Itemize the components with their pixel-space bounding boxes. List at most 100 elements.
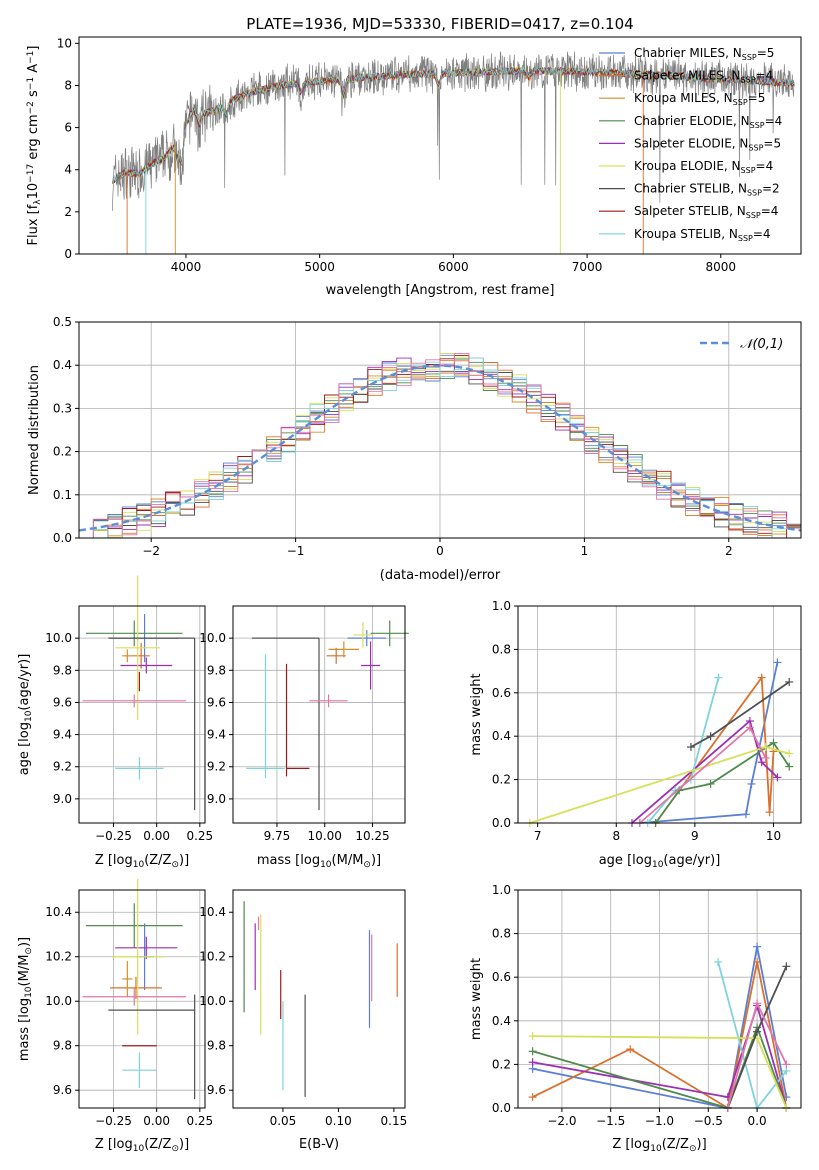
marks-mass-vs-Z	[82, 878, 196, 1100]
y-tick-label: 0.1	[53, 488, 72, 502]
weight-point	[785, 677, 794, 686]
errorbar-point	[85, 620, 183, 647]
x-tick-label: 0.00	[143, 829, 170, 843]
axes-frame-weight-vs-Z: −2.0 −1.5 −1.0 −0.5 0.0 0.0 0.2 0.4 0.6 0.8 1.0	[492, 883, 802, 1128]
errorbar-point	[361, 641, 381, 690]
errorbar-point	[115, 575, 161, 721]
y-axis-label: mass weight	[469, 673, 484, 755]
axes-frame-mass-vs-EBV: 0.05 0.10 0.15 9.6 9.8 10.0 10.2 10.4	[199, 889, 408, 1128]
errorbar-point	[309, 694, 348, 708]
plot-frame	[232, 889, 406, 1109]
x-tick-label: 0.25	[186, 829, 213, 843]
axes-frame-weight-vs-age: 7 8 9 10 0.0 0.2 0.4 0.6 0.8 1.0	[492, 599, 802, 843]
axes-frame-age-vs-mass: 9.75 10.00 10.25 9.0 9.2 9.4 9.6 9.8 10.0	[199, 605, 406, 843]
legend-entry: Chabrier ELODIE, NSSP=4	[634, 114, 782, 130]
weight-point	[528, 1058, 537, 1067]
x-axis-label: age [log10(age/yr)]	[599, 853, 721, 870]
weight-point	[714, 957, 723, 966]
errorbar-point	[82, 694, 187, 708]
x-tick-label: 7	[534, 829, 542, 843]
y-tick-label: 9.4	[207, 728, 226, 742]
weight-point	[769, 738, 778, 747]
weight-point	[757, 673, 766, 682]
axes-frame-residuals: −2 −1 0 1 2 0.0 0.1 0.2 0.3 0.4 0.5	[53, 315, 802, 558]
x-axis-label: (data-model)/error	[380, 568, 501, 583]
legend-entry: Kroupa ELODIE, NSSP=4	[634, 159, 773, 175]
x-axis-label: Z [log10(Z/Z⊙)]	[612, 1137, 706, 1154]
errorbar-point	[108, 994, 196, 1100]
weight-point	[782, 962, 791, 971]
marks-spectrum	[112, 50, 795, 254]
x-tick-label: 2	[725, 544, 733, 558]
errorbar-point	[111, 878, 164, 1035]
plot-frame	[78, 889, 206, 1109]
y-tick-label: 0.5	[53, 315, 72, 329]
plot-frame	[78, 36, 802, 255]
model-spectrum-8	[112, 66, 795, 185]
y-tick-label: 6	[64, 121, 72, 135]
legend-entry: Chabrier MILES, NSSP=5	[634, 46, 774, 62]
plot-frame	[232, 605, 406, 824]
x-tick-label: 0.10	[325, 1114, 352, 1128]
weight-point	[761, 753, 770, 762]
normal-curve	[78, 364, 802, 532]
x-tick-label: 0.15	[381, 1114, 408, 1128]
y-tick-label: 9.8	[207, 1039, 226, 1053]
x-tick-label: 9	[691, 829, 699, 843]
observed-spectrum	[112, 50, 795, 211]
legend-entry: Chabrier STELIB, NSSP=2	[634, 182, 780, 198]
legend-entry: 𝒩(0,1)	[740, 337, 783, 352]
x-tick-label: −1.0	[645, 1114, 674, 1128]
weight-point	[626, 1045, 635, 1054]
y-tick-label: 0.4	[53, 358, 72, 372]
weight-point	[753, 957, 762, 966]
y-tick-label: 0.0	[492, 816, 511, 830]
errorbar-point	[120, 657, 173, 674]
y-tick-label: 1.0	[492, 599, 511, 613]
y-tick-label: 10.2	[199, 950, 226, 964]
legend-entry: Salpeter MILES, NSSP=4	[634, 69, 773, 85]
x-tick-label: 5000	[304, 260, 335, 274]
y-tick-label: 9.0	[53, 792, 72, 806]
weight-point	[753, 999, 762, 1008]
weight-point	[761, 743, 770, 752]
y-tick-label: 9.6	[53, 1083, 72, 1097]
y-tick-label: 4	[64, 163, 72, 177]
y-tick-label: 10.0	[45, 631, 72, 645]
errorbar-point	[347, 630, 386, 647]
weight-point	[785, 762, 794, 771]
y-tick-label: 9.8	[207, 663, 226, 677]
x-tick-label: 10	[766, 829, 781, 843]
weight-point	[765, 808, 774, 817]
x-tick-label: 9.75	[264, 829, 291, 843]
y-tick-label: 9.6	[53, 695, 72, 709]
x-tick-label: 8	[612, 829, 620, 843]
y-tick-label: 10.0	[45, 994, 72, 1008]
axes-mass-vs-Z	[79, 890, 205, 1108]
axes-weight-vs-age	[518, 605, 801, 824]
x-axis-label: E(B-V)	[299, 1137, 339, 1152]
errorbar-point	[326, 647, 346, 664]
y-tick-label: 0.8	[492, 927, 511, 941]
errorbar-point	[82, 987, 187, 1006]
y-tick-label: 9.6	[207, 1083, 226, 1097]
axes-frame-spectrum: 4000 5000 6000 7000 8000 0 2 4 6 8 10	[57, 36, 802, 274]
errorbar-point	[122, 1052, 157, 1088]
weight-point	[745, 723, 754, 732]
y-tick-label: 10.2	[45, 950, 72, 964]
x-tick-label: −2.0	[547, 1114, 576, 1128]
x-tick-label: 7000	[572, 260, 603, 274]
y-tick-label: 0.6	[492, 686, 511, 700]
axes-frame-mass-vs-Z: −0.25 0.00 0.25 9.6 9.8 10.0 10.2 10.4	[45, 889, 213, 1128]
y-tick-label: 0.2	[492, 773, 511, 787]
x-tick-label: −0.5	[694, 1114, 723, 1128]
errorbar-point	[108, 637, 196, 811]
errorbar-point	[285, 663, 310, 777]
y-tick-label: 0.4	[492, 729, 511, 743]
errorbar-point	[115, 936, 178, 959]
legend-entry: Kroupa STELIB, NSSP=4	[634, 227, 771, 243]
x-tick-label: −1	[287, 544, 305, 558]
x-tick-label: 0.0	[748, 1114, 767, 1128]
weight-point	[528, 1093, 537, 1102]
weight-point	[741, 810, 750, 819]
